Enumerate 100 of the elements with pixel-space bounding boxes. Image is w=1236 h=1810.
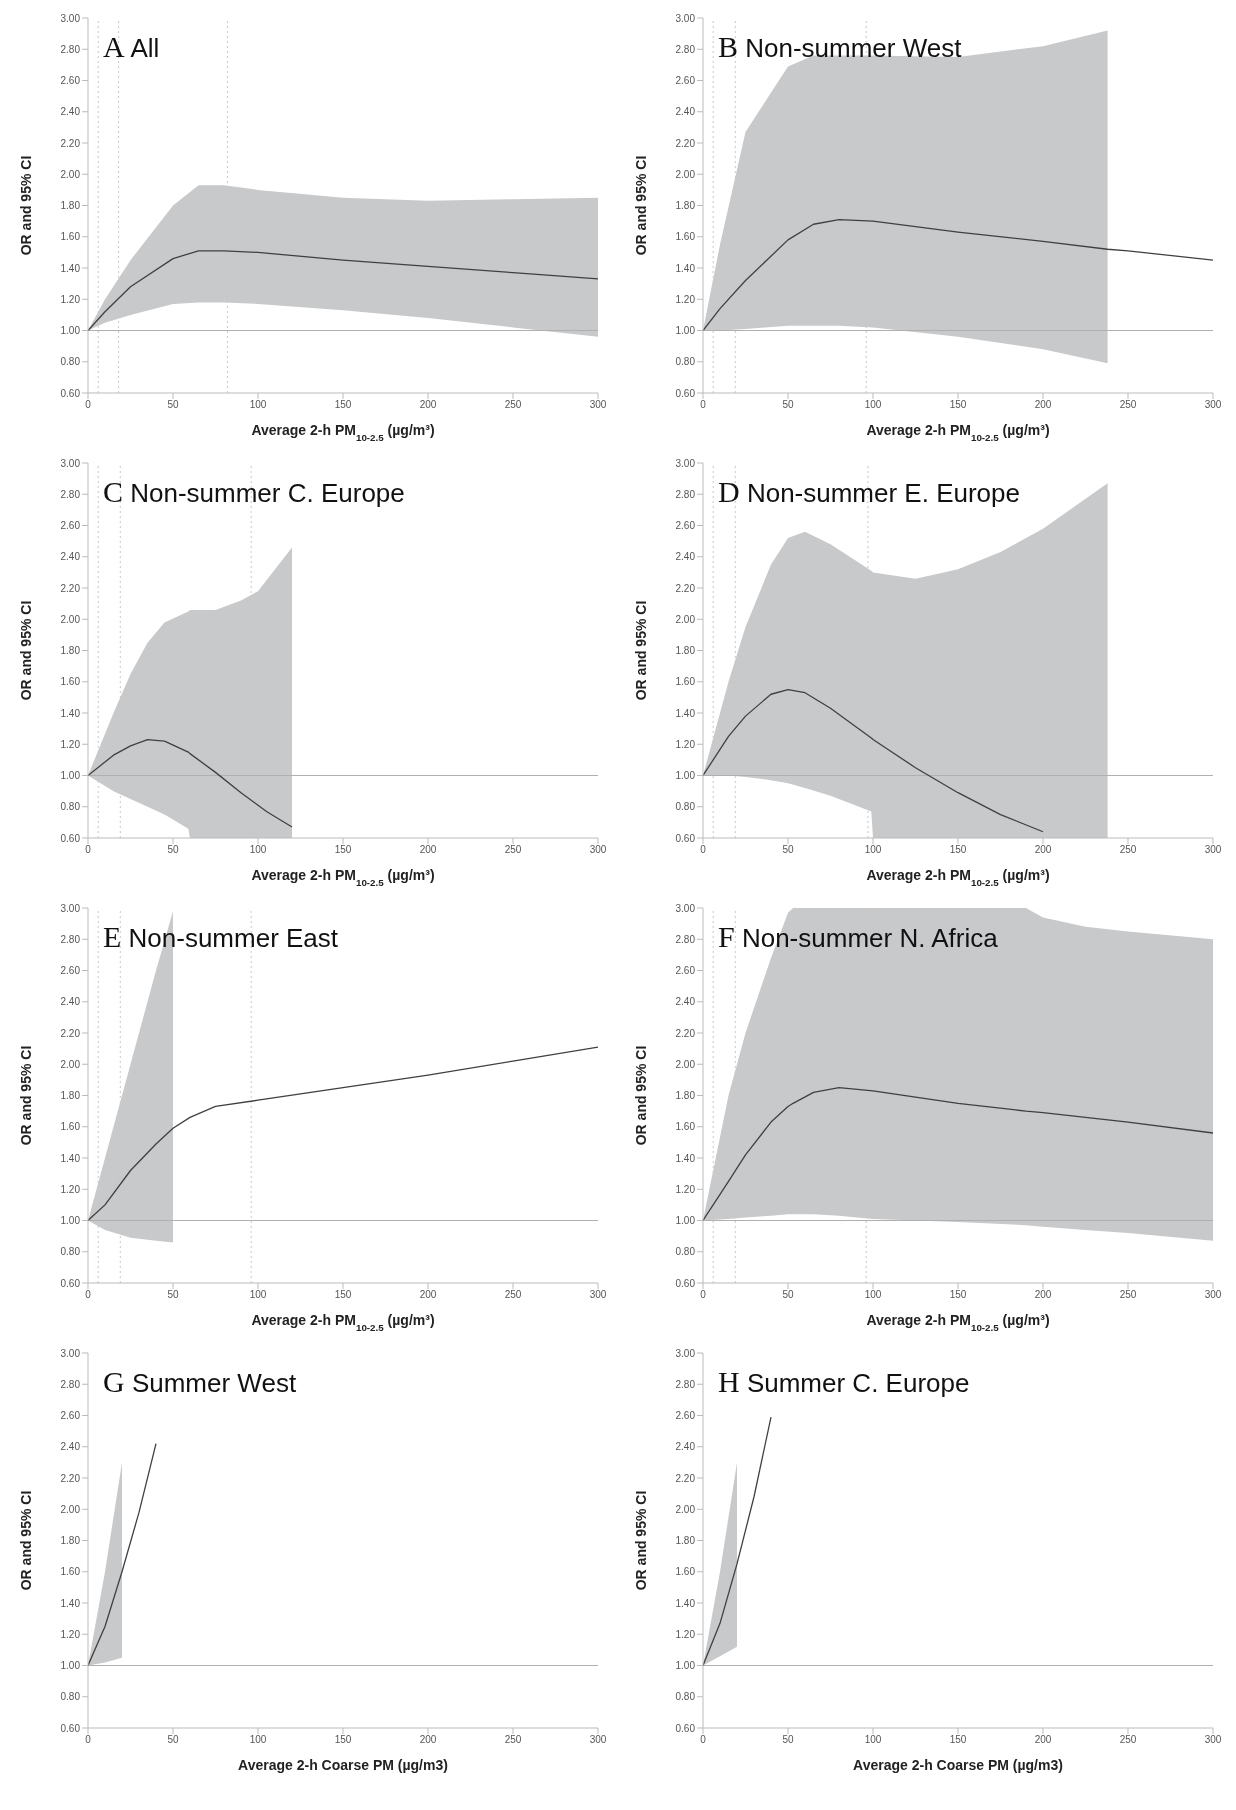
y-tick-label: 2.20 (60, 582, 81, 594)
y-tick-label: 1.00 (675, 325, 696, 337)
y-tick-label: 1.20 (675, 293, 696, 305)
x-tick-label: 150 (334, 1289, 352, 1301)
y-tick-label: 0.60 (60, 1722, 81, 1734)
y-tick-label: 1.20 (675, 1628, 696, 1640)
y-tick-label: 1.80 (60, 645, 81, 657)
x-tick-label: 0 (85, 399, 92, 411)
chart-title: H Summer C. Europe (718, 1365, 970, 1398)
x-tick-label: 200 (1034, 844, 1052, 856)
y-tick-label: 2.40 (675, 551, 696, 563)
y-tick-label: 2.60 (60, 520, 81, 532)
x-tick-label: 200 (419, 1734, 437, 1746)
y-tick-label: 2.00 (675, 168, 696, 180)
x-tick-label: 150 (949, 1734, 967, 1746)
y-tick-label: 1.00 (60, 325, 81, 337)
y-axis-title: OR and 95% CI (632, 1490, 649, 1591)
x-axis-title: Average 2-h PM$_{10-2.5}$ (µg/m³) (866, 1312, 1050, 1333)
y-tick-label: 3.00 (675, 457, 696, 469)
chart-title: C Non-summer C. Europe (103, 475, 405, 508)
line-series (88, 1442, 157, 1667)
x-tick-label: 50 (782, 844, 794, 856)
x-tick-label: 150 (334, 399, 352, 411)
y-tick-label: 2.60 (60, 965, 81, 977)
x-tick-label: 200 (1034, 1734, 1052, 1746)
line-series (88, 738, 293, 828)
x-tick-label: 250 (504, 1734, 522, 1746)
y-tick-label: 1.60 (675, 1566, 696, 1578)
x-tick-label: 200 (1034, 1289, 1052, 1301)
y-tick-label: 1.40 (675, 707, 696, 719)
line-series (703, 688, 1044, 833)
y-tick-label: 3.00 (60, 457, 81, 469)
x-axis-title: Average 2-h Coarse PM (µg/m3) (238, 1757, 448, 1773)
x-tick-label: 300 (589, 399, 607, 411)
x-tick-label: 200 (1034, 399, 1052, 411)
y-tick-label: 1.40 (60, 262, 81, 274)
x-tick-label: 250 (1119, 399, 1137, 411)
y-tick-label: 2.80 (675, 1378, 696, 1390)
x-tick-label: 50 (782, 399, 794, 411)
x-tick-label: 150 (949, 1289, 967, 1301)
y-tick-label: 2.60 (675, 75, 696, 87)
chart-title: E Non-summer East (103, 920, 339, 953)
y-tick-label: 1.00 (675, 1215, 696, 1227)
y-tick-label: 2.80 (60, 933, 81, 945)
y-tick-label: 3.00 (675, 12, 696, 24)
y-tick-label: 2.60 (675, 1410, 696, 1422)
x-tick-label: 300 (589, 1289, 607, 1301)
y-axis-title: OR and 95% CI (17, 1490, 34, 1591)
x-tick-label: 0 (700, 844, 707, 856)
y-tick-label: 2.40 (675, 996, 696, 1008)
x-tick-label: 100 (249, 399, 267, 411)
x-tick-label: 250 (1119, 844, 1137, 856)
y-tick-label: 2.20 (675, 582, 696, 594)
x-tick-label: 250 (504, 844, 522, 856)
y-tick-label: 0.80 (60, 801, 81, 813)
x-tick-label: 0 (85, 1289, 92, 1301)
y-tick-label: 0.80 (675, 801, 696, 813)
y-tick-label: 0.80 (60, 1691, 81, 1703)
x-tick-label: 100 (249, 1734, 267, 1746)
x-tick-label: 100 (864, 399, 882, 411)
y-tick-label: 1.60 (675, 231, 696, 243)
x-tick-label: 200 (419, 844, 437, 856)
x-axis-title: Average 2-h PM$_{10-2.5}$ (µg/m³) (866, 422, 1050, 443)
y-tick-label: 2.80 (60, 1378, 81, 1390)
y-tick-label: 2.80 (675, 488, 696, 500)
x-tick-label: 150 (334, 844, 352, 856)
y-tick-label: 0.60 (60, 1277, 81, 1289)
y-tick-label: 2.40 (60, 1441, 81, 1453)
y-tick-label: 1.20 (60, 1183, 81, 1195)
y-tick-label: 0.60 (60, 387, 81, 399)
x-axis-title: Average 2-h PM$_{10-2.5}$ (µg/m³) (866, 867, 1050, 888)
x-tick-label: 0 (700, 1734, 707, 1746)
y-axis-title: OR and 95% CI (632, 155, 649, 256)
y-tick-label: 1.60 (60, 231, 81, 243)
x-tick-label: 250 (1119, 1289, 1137, 1301)
y-tick-label: 2.00 (675, 1058, 696, 1070)
y-tick-label: 3.00 (675, 902, 696, 914)
y-tick-label: 1.20 (675, 1183, 696, 1195)
chart-title: D Non-summer E. Europe (718, 475, 1020, 508)
y-tick-label: 1.80 (675, 645, 696, 657)
x-tick-label: 300 (1204, 844, 1222, 856)
y-axis-title: OR and 95% CI (17, 600, 34, 701)
y-tick-label: 2.00 (60, 1503, 81, 1515)
x-tick-label: 300 (1204, 1289, 1222, 1301)
y-tick-label: 1.60 (675, 676, 696, 688)
y-tick-label: 0.60 (675, 1722, 696, 1734)
x-tick-label: 0 (85, 844, 92, 856)
x-axis-title: Average 2-h PM$_{10-2.5}$ (µg/m³) (251, 867, 435, 888)
x-tick-label: 150 (949, 399, 967, 411)
y-axis-title: OR and 95% CI (632, 600, 649, 701)
y-axis-title: OR and 95% CI (17, 1045, 34, 1146)
y-tick-label: 2.00 (60, 1058, 81, 1070)
y-tick-label: 1.00 (675, 770, 696, 782)
x-tick-label: 50 (167, 844, 179, 856)
x-tick-label: 100 (864, 844, 882, 856)
y-tick-label: 2.20 (60, 1027, 81, 1039)
y-tick-label: 1.80 (675, 1090, 696, 1102)
y-tick-label: 2.40 (675, 1441, 696, 1453)
y-tick-label: 0.60 (675, 1277, 696, 1289)
y-tick-label: 2.00 (675, 613, 696, 625)
